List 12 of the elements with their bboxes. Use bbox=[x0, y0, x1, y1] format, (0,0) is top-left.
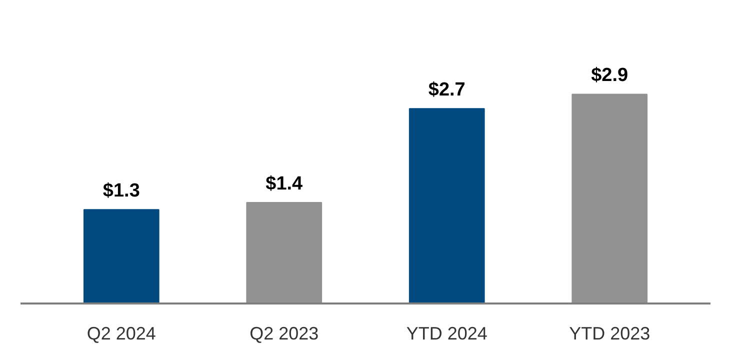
data-label: $2.7 bbox=[428, 80, 466, 101]
data-label: $1.4 bbox=[266, 173, 304, 194]
x-tick-label: YTD 2024 bbox=[406, 324, 488, 344]
x-tick-label: Q2 2023 bbox=[250, 324, 319, 344]
x-tick-label: YTD 2023 bbox=[569, 324, 650, 344]
data-label: $2.9 bbox=[591, 65, 628, 86]
bar bbox=[83, 209, 160, 304]
x-tick-label: Q2 2024 bbox=[86, 324, 156, 344]
bar bbox=[408, 108, 485, 304]
bar bbox=[246, 202, 322, 304]
bar bbox=[572, 94, 648, 304]
data-label: $1.3 bbox=[102, 180, 140, 202]
